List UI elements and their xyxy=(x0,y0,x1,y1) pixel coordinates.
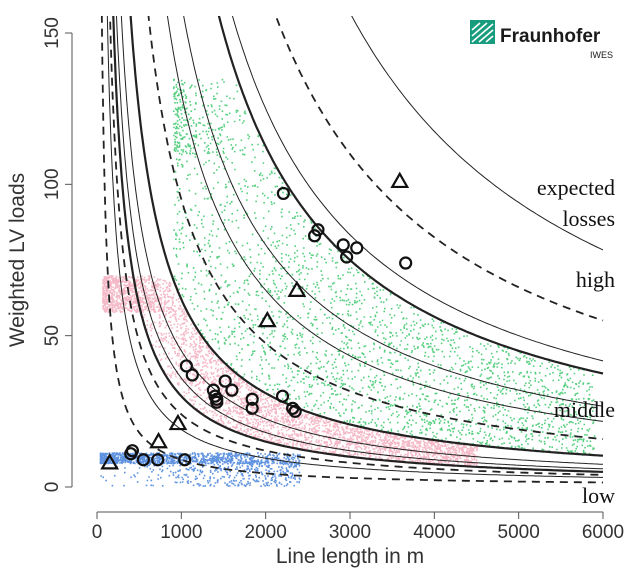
y-ticks: 0 50 100 150 xyxy=(42,17,72,492)
fraunhofer-logo-icon xyxy=(470,20,495,44)
triangle-marker-0 xyxy=(100,453,120,470)
reference-curve-8 xyxy=(231,16,604,362)
circle-marker-20 xyxy=(311,223,325,237)
circle-marker-16 xyxy=(286,401,300,415)
reference-curve-3 xyxy=(115,16,604,470)
reference-curve-2 xyxy=(109,16,604,476)
reference-curve-0 xyxy=(100,16,604,484)
circle-marker-14 xyxy=(245,401,259,415)
band-label-high: high xyxy=(576,267,615,292)
reference-curve-6 xyxy=(166,16,604,422)
point-cloud-high xyxy=(172,78,596,456)
circle-marker-13 xyxy=(245,392,259,406)
circle-marker-24 xyxy=(399,256,413,270)
y-tick-label-3: 150 xyxy=(42,17,63,49)
reference-curve-10 xyxy=(351,16,604,251)
x-tick-label-1: 1000 xyxy=(160,522,202,543)
point-cloud-low xyxy=(99,452,301,487)
x-tick-label-5: 5000 xyxy=(498,522,540,543)
triangle-marker-4 xyxy=(287,280,307,297)
circle-marker-5 xyxy=(179,359,193,373)
x-tick-label-2: 2000 xyxy=(245,522,287,543)
band-label-expected: expected xyxy=(537,175,615,200)
boundary-curve-2 xyxy=(217,16,604,375)
x-tick-label-0: 0 xyxy=(92,522,103,543)
circle-marker-21 xyxy=(336,238,350,252)
circle-marker-3 xyxy=(151,453,165,467)
boundary-curve-1 xyxy=(129,16,604,457)
x-tick-label-4: 4000 xyxy=(413,522,455,543)
y-tick-label-1: 50 xyxy=(42,325,63,346)
x-axis-title: Line length in m xyxy=(276,545,424,568)
point-cloud-middle xyxy=(102,275,478,468)
band-labels: expected losses high middle low xyxy=(537,175,615,508)
band-label-middle: middle xyxy=(554,397,615,422)
curve-layer xyxy=(100,16,604,484)
triangle-marker-5 xyxy=(390,171,410,189)
reference-curve-4 xyxy=(120,16,604,465)
triangle-marker-2 xyxy=(168,413,188,431)
y-tick-label-2: 100 xyxy=(42,168,63,200)
band-label-losses: losses xyxy=(562,206,615,231)
circle-marker-10 xyxy=(210,395,224,409)
circle-marker-1 xyxy=(125,444,140,458)
circle-marker-2 xyxy=(136,453,150,467)
reference-curve-1 xyxy=(106,16,603,478)
circle-marker-12 xyxy=(225,383,239,397)
triangle-marker-1 xyxy=(149,431,168,449)
logo-name: Fraunhofer xyxy=(500,26,601,47)
logo: Fraunhofer IWES xyxy=(470,20,613,60)
y-tick-label-0: 0 xyxy=(42,482,63,493)
circle-marker-22 xyxy=(340,250,354,264)
x-ticks: 0 1000 2000 3000 4000 5000 6000 xyxy=(92,512,624,543)
scatter-cloud-layer xyxy=(99,78,596,487)
circle-marker-23 xyxy=(350,241,364,255)
reference-curve-9 xyxy=(274,16,604,322)
circle-marker-18 xyxy=(276,186,290,201)
circle-marker-6 xyxy=(185,368,199,382)
band-label-low: low xyxy=(582,483,615,508)
x-tick-label-3: 3000 xyxy=(329,522,371,543)
circle-marker-11 xyxy=(218,374,232,388)
circle-marker-4 xyxy=(178,453,192,467)
reference-curve-5 xyxy=(147,16,604,440)
logo-subtitle: IWES xyxy=(590,50,613,60)
marker-layer xyxy=(100,171,413,470)
boundary-curve-0 xyxy=(112,16,604,473)
reference-curve-7 xyxy=(183,16,604,407)
triangle-marker-3 xyxy=(257,310,277,328)
circle-marker-17 xyxy=(288,404,302,418)
x-tick-label-6: 6000 xyxy=(582,522,624,543)
y-axis-title: Weighted LV loads xyxy=(6,173,29,347)
circle-marker-15 xyxy=(275,389,290,403)
